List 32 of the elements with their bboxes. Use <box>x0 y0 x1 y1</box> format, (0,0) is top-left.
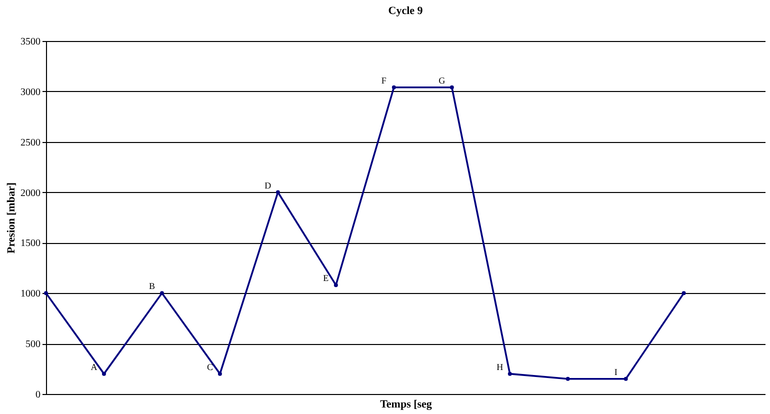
point <box>450 85 454 90</box>
point <box>102 372 106 376</box>
point <box>276 190 280 194</box>
y-tick-label: 1000 <box>20 288 40 300</box>
point <box>392 85 396 90</box>
y-tick-label: 0 <box>36 390 40 400</box>
point <box>334 283 338 288</box>
annotation: A <box>90 362 98 372</box>
y-tick-label: 2500 <box>20 137 40 148</box>
point <box>218 372 222 376</box>
y-tick-label: 500 <box>26 339 40 350</box>
y-tick-label: 1500 <box>20 238 40 250</box>
point <box>508 372 512 376</box>
point <box>160 291 164 296</box>
annotation: G <box>438 75 446 86</box>
point <box>624 376 628 381</box>
y-tick-label: 3000 <box>20 86 40 98</box>
annotation: D <box>264 180 272 190</box>
y-tick-label: 3500 <box>20 36 40 48</box>
y-axis-title: Presion [mbar] <box>6 182 18 254</box>
point <box>682 291 686 296</box>
annotation: E <box>323 273 330 284</box>
y-tick-label: 2000 <box>20 188 40 199</box>
chart-title: Cycle 9 <box>388 5 424 17</box>
x-axis-title: Temps [seg <box>380 398 432 410</box>
line-series <box>44 85 686 381</box>
annotation: H <box>496 362 504 372</box>
annotation: I <box>614 366 618 377</box>
annotation: F <box>381 75 386 86</box>
annotation: C <box>206 362 213 372</box>
point <box>566 376 570 381</box>
annotation: B <box>148 281 155 292</box>
